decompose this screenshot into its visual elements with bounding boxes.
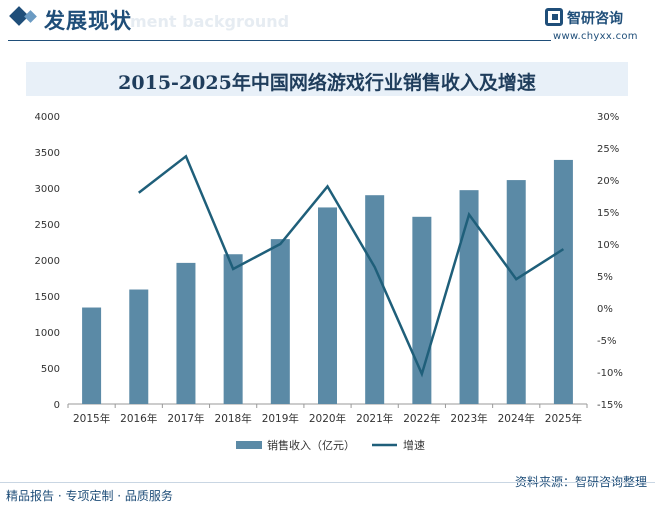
header-diamond-small-icon	[24, 10, 37, 23]
header-watermark: ment background	[130, 12, 290, 31]
x-tick-label: 2015年	[73, 412, 110, 425]
bar	[553, 159, 573, 404]
x-tick-label: 2019年	[262, 412, 299, 425]
y-left-tick-label: 2500	[35, 220, 60, 231]
brand-url: www.chyxx.com	[553, 31, 638, 42]
brand-logo-icon	[545, 8, 563, 26]
y-right-tick-label: -15%	[597, 400, 623, 411]
brand: 智研咨询 www.chyxx.com	[545, 8, 641, 42]
x-tick-label: 2023年	[450, 412, 487, 425]
bar	[223, 254, 243, 404]
footer-divider	[0, 482, 655, 483]
page-title: 发展现状	[44, 9, 132, 33]
y-left-tick-label: 2000	[35, 256, 60, 267]
bar	[176, 262, 196, 404]
bar	[82, 307, 102, 404]
bar	[459, 190, 479, 404]
y-left-tick-label: 3000	[35, 184, 60, 195]
y-right-tick-label: 0%	[597, 304, 613, 315]
bar	[318, 207, 337, 404]
y-right-tick-label: 5%	[597, 272, 613, 283]
x-tick-label: 2025年	[545, 412, 582, 425]
bar	[129, 289, 149, 404]
footer-slogan: 精品报告 · 专项定制 · 品质服务	[6, 489, 173, 503]
y-right-tick-label: 20%	[597, 176, 619, 187]
y-left-tick-label: 4000	[35, 112, 60, 123]
legend-label-bar: 销售收入（亿元）	[267, 438, 355, 452]
y-left-tick-label: 1500	[35, 292, 60, 303]
x-tick-label: 2020年	[309, 412, 346, 425]
y-left-tick-label: 3500	[35, 148, 60, 159]
chart-title-bar: 2015-2025年中国网络游戏行业销售收入及增速	[26, 62, 628, 96]
y-right-tick-label: -10%	[597, 368, 623, 379]
x-tick-label: 2016年	[120, 412, 157, 425]
y-right-tick-label: 15%	[597, 208, 619, 219]
legend-label-line: 增速	[403, 438, 425, 452]
x-tick-label: 2021年	[356, 412, 393, 425]
y-right-tick-label: 25%	[597, 144, 619, 155]
header-divider	[8, 40, 551, 41]
x-tick-label: 2022年	[403, 412, 440, 425]
bar	[270, 239, 290, 404]
growth-line	[138, 154, 565, 378]
page-header: 发展现状 ment background	[0, 0, 655, 44]
y-right-tick-label: 10%	[597, 240, 619, 251]
x-tick-label: 2017年	[167, 412, 204, 425]
chart-title: 2015-2025年中国网络游戏行业销售收入及增速	[118, 72, 536, 94]
bar	[365, 195, 385, 404]
x-tick-label: 2018年	[215, 412, 252, 425]
y-left-tick-label: 0	[54, 400, 60, 411]
y-left-tick-label: 500	[41, 364, 60, 375]
bar	[506, 180, 526, 404]
brand-name: 智研咨询	[567, 11, 623, 27]
y-left-tick-label: 1000	[35, 328, 60, 339]
y-right-tick-label: -5%	[597, 336, 616, 347]
legend-swatch-bar	[236, 441, 262, 449]
x-tick-label: 2024年	[498, 412, 535, 425]
chart: 0 500 1000 1500 2000 2500 3000 3500 4000 -15% -10%…	[35, 112, 623, 452]
y-right-tick-label: 30%	[597, 112, 619, 123]
